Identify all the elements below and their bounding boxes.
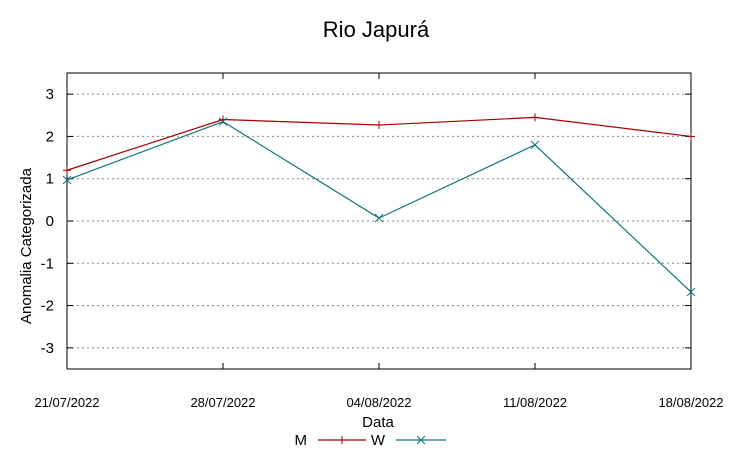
- cross-marker-stroke: [416, 435, 426, 445]
- cross-marker-stroke: [218, 117, 228, 126]
- series-m-point: [531, 113, 539, 122]
- series-w-line: [66, 120, 692, 293]
- series-w-point: [218, 117, 228, 126]
- y-tick-label: 3: [46, 86, 54, 103]
- legend-label: M: [295, 432, 308, 449]
- cross-marker-stroke: [374, 213, 384, 223]
- series-m-point: [687, 132, 695, 141]
- x-tick-label: 04/08/2022: [346, 395, 411, 410]
- cross-marker-stroke: [62, 175, 72, 185]
- series-m-point: [63, 166, 71, 175]
- x-axis-label: Data: [362, 414, 394, 431]
- series-w-point: [374, 213, 384, 223]
- x-tick-label: 11/08/2022: [503, 395, 567, 410]
- y-tick-label: 0: [46, 213, 54, 230]
- cross-marker-stroke: [530, 140, 540, 150]
- series-w-point: [62, 175, 72, 185]
- x-tick-label: 18/08/2022: [658, 395, 723, 410]
- legend-label: W: [371, 432, 386, 449]
- series-w-point: [530, 140, 540, 150]
- cross-marker-stroke: [686, 287, 696, 297]
- legend-swatch-marker: [338, 436, 346, 444]
- legend-swatch-marker: [416, 435, 426, 445]
- y-axis: 3 2 1 0 -1 -2 -3: [41, 86, 691, 357]
- y-tick-label: 1: [46, 171, 54, 188]
- y-tick-label: -1: [41, 255, 54, 272]
- chart-title: Rio Japurá: [323, 17, 430, 42]
- grid-lines: [67, 93, 691, 349]
- x-tick-label: 21/07/2022: [34, 395, 99, 410]
- series-layer: [62, 113, 696, 297]
- y-axis-label: Anomalia Categorizada: [18, 167, 35, 324]
- legend-item-m: M: [295, 432, 366, 449]
- y-tick-label: 2: [46, 128, 54, 145]
- legend-item-w: W: [371, 432, 446, 449]
- series-m: [63, 113, 695, 175]
- x-tick-label: 28/07/2022: [190, 395, 255, 410]
- y-tick-label: -2: [41, 298, 54, 315]
- series-w-point: [686, 287, 696, 297]
- series-m-point: [375, 121, 383, 130]
- x-axis: 21/07/2022 28/07/2022 04/08/2022 11/08/2022…: [34, 73, 724, 410]
- y-tick-label: -3: [41, 340, 54, 357]
- series-w: [62, 117, 696, 297]
